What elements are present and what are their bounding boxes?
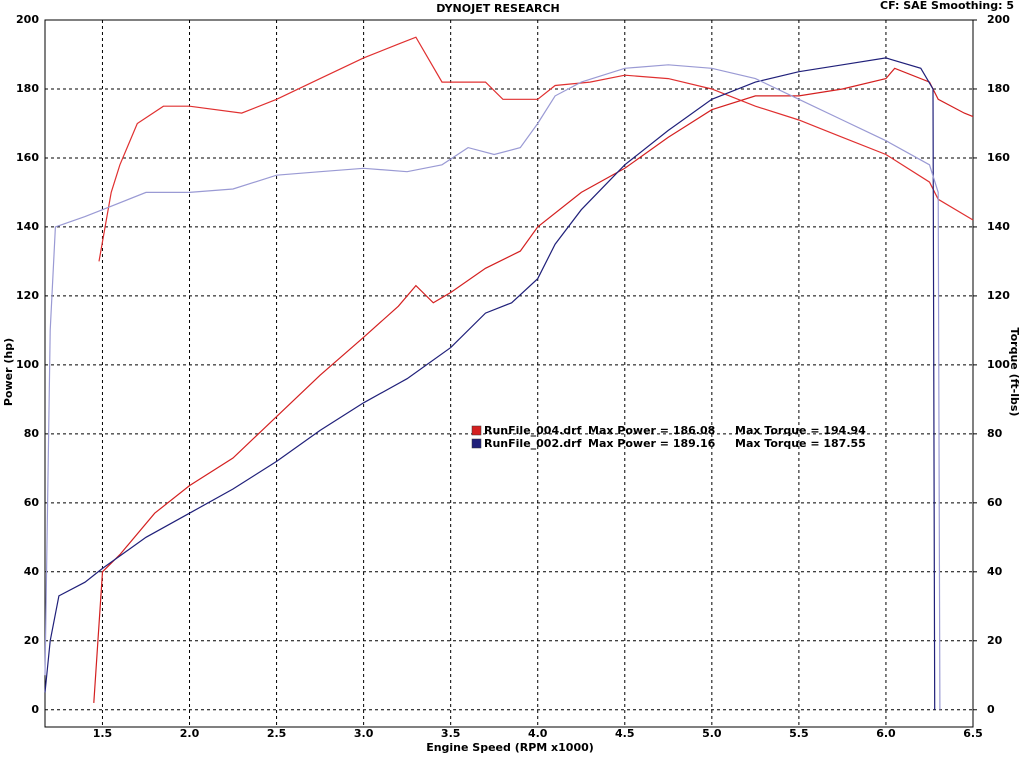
x-tick-label: 5.5 <box>789 727 809 740</box>
data-line <box>98 36 974 262</box>
data-line <box>44 57 936 710</box>
x-tick-label: 3.5 <box>441 727 461 740</box>
legend-max-power: Max Power = 189.16 <box>588 437 716 450</box>
legend-name: RunFile_004.drf <box>484 424 582 437</box>
legend-max-torque: Max Torque = 194.94 <box>735 424 866 437</box>
y-tick-label: 160 <box>16 151 39 164</box>
x-tick-label: 4.5 <box>615 727 635 740</box>
x-tick-label: 2.5 <box>267 727 287 740</box>
y-tick-label: 140 <box>16 220 39 233</box>
legend-name: RunFile_002.drf <box>484 437 582 450</box>
x-tick-label: 6.0 <box>876 727 896 740</box>
y-tick-label: 60 <box>24 496 40 509</box>
legend-swatch <box>471 438 482 449</box>
y2-tick-label: 20 <box>987 634 1003 647</box>
y2-tick-label: 100 <box>987 358 1010 371</box>
y-tick-label: 20 <box>24 634 40 647</box>
x-tick-label: 6.5 <box>963 727 983 740</box>
y-tick-label: 120 <box>16 289 39 302</box>
y2-tick-label: 140 <box>987 220 1010 233</box>
x-axis-label: Engine Speed (RPM x1000) <box>426 741 594 754</box>
x-tick-label: 1.5 <box>93 727 113 740</box>
y2-tick-label: 60 <box>987 496 1003 509</box>
y2-tick-label: 120 <box>987 289 1010 302</box>
y2-axis-label: Torque (ft-lbs) <box>1008 328 1021 417</box>
y2-tick-label: 0 <box>987 703 995 716</box>
y2-tick-label: 200 <box>987 13 1010 26</box>
y-tick-label: 40 <box>24 565 40 578</box>
legend-max-power: Max Power = 186.08 <box>588 424 715 437</box>
x-tick-label: 4.0 <box>528 727 548 740</box>
y2-tick-label: 40 <box>987 565 1003 578</box>
y-tick-label: 200 <box>16 13 39 26</box>
legend-max-torque: Max Torque = 187.55 <box>735 437 866 450</box>
legend-swatch <box>471 425 482 436</box>
data-line <box>44 64 941 710</box>
y2-tick-label: 180 <box>987 82 1010 95</box>
y-tick-label: 180 <box>16 82 39 95</box>
x-tick-label: 2.0 <box>180 727 200 740</box>
y-axis-label: Power (hp) <box>2 338 15 406</box>
x-tick-label: 5.0 <box>702 727 722 740</box>
y-tick-label: 0 <box>31 703 39 716</box>
y-tick-label: 80 <box>24 427 40 440</box>
y-tick-label: 100 <box>16 358 39 371</box>
chart-title: DYNOJET RESEARCH <box>436 2 559 15</box>
chart-subtitle: CF: SAE Smoothing: 5 <box>880 0 1014 12</box>
y2-tick-label: 160 <box>987 151 1010 164</box>
x-tick-label: 3.0 <box>354 727 374 740</box>
data-line <box>93 67 974 703</box>
y2-tick-label: 80 <box>987 427 1003 440</box>
